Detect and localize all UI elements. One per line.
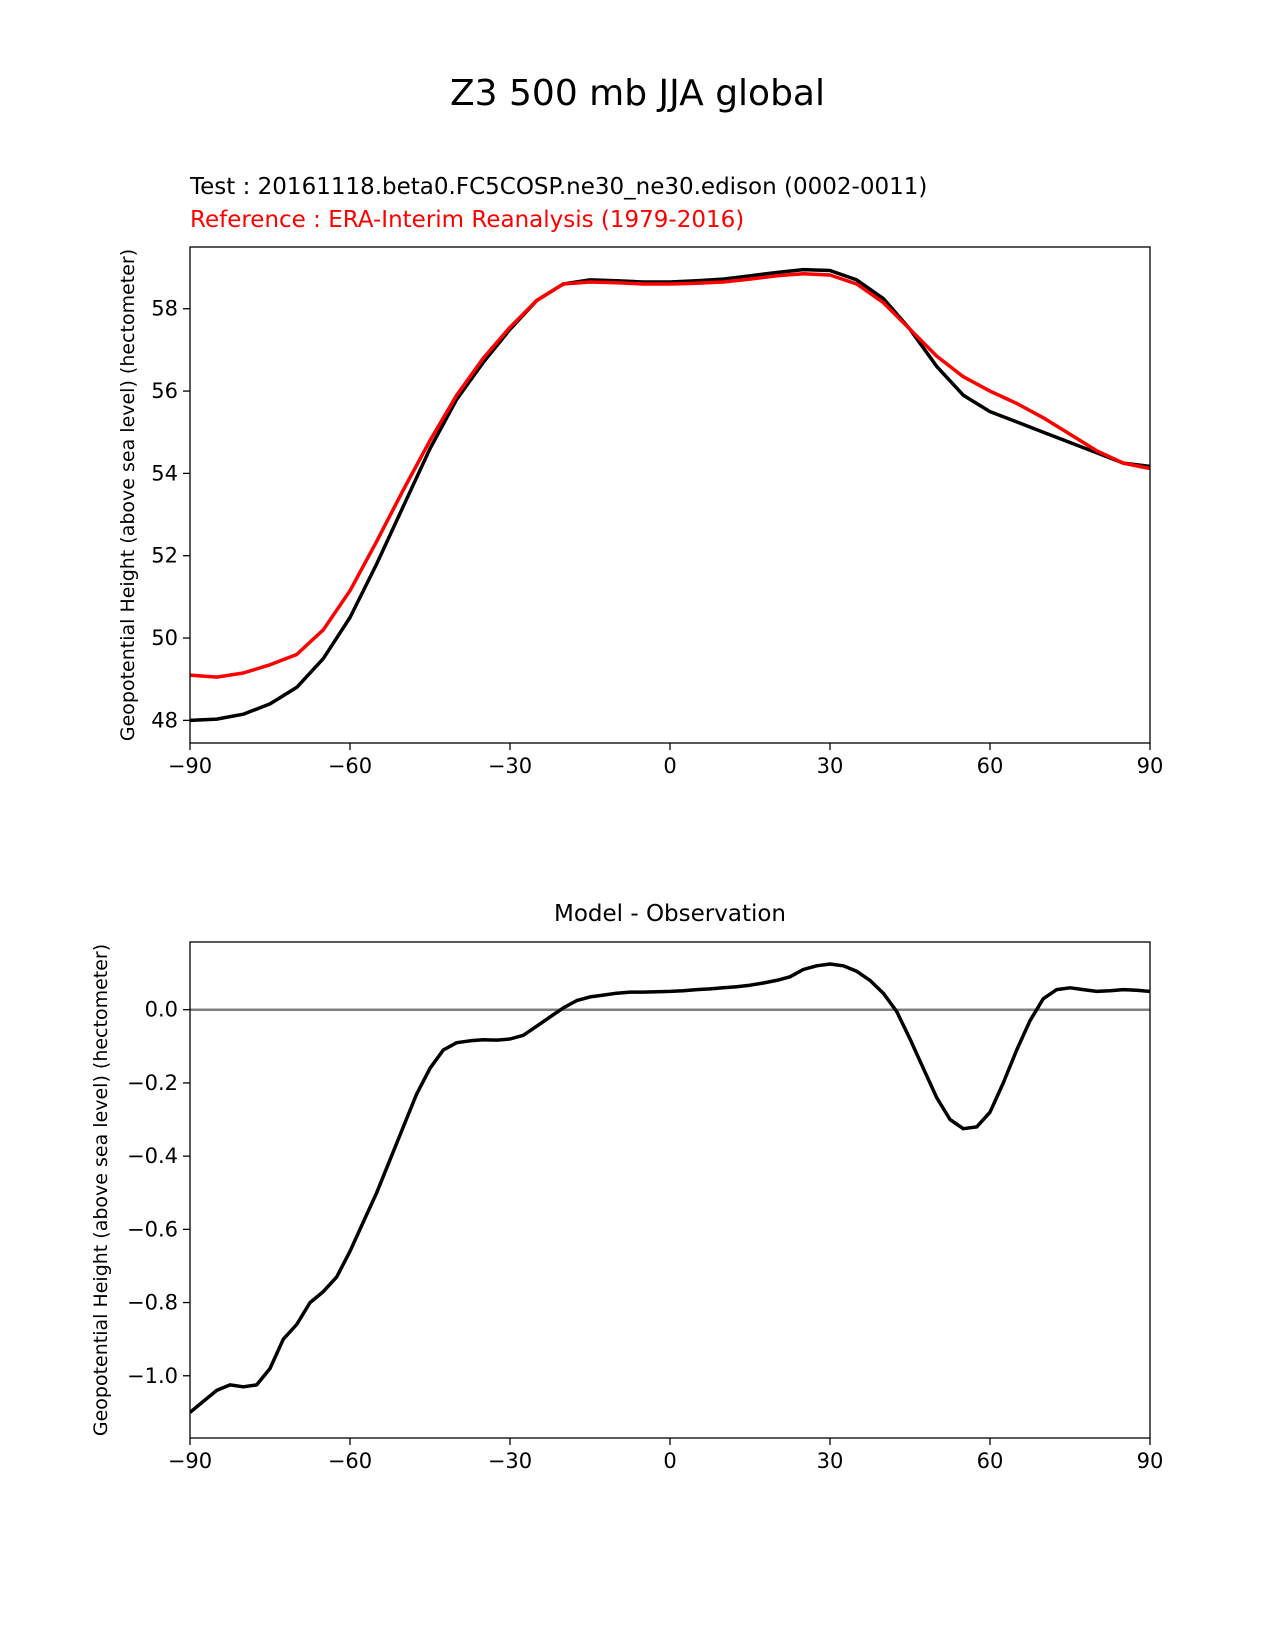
x-tick-label: 60 xyxy=(977,754,1004,778)
x-tick-label: −60 xyxy=(328,754,372,778)
difference-panel: −90 −60 −30 0 30 60 90 0.0 −0.2 −0.4 −0.6 −0.8 −1.0 G… xyxy=(90,941,1164,1473)
series-line-reference xyxy=(190,272,1150,679)
test-title: Test : 20161118.beta0.FC5COSP.ne30_ne30.… xyxy=(190,174,928,200)
y-tick-label: −0.4 xyxy=(127,1144,178,1168)
y-axis-label: Geopotential Height (above sea level) (h… xyxy=(117,249,139,741)
x-tick-label: 90 xyxy=(1137,1449,1164,1473)
axes-frame xyxy=(189,941,1151,1439)
series-line-test xyxy=(190,267,1150,723)
x-tick-label: 60 xyxy=(977,1449,1004,1473)
x-tick-label: −30 xyxy=(488,754,532,778)
figure-title: Z3 500 mb JJA global xyxy=(450,73,825,114)
x-tick-label: 0 xyxy=(663,754,676,778)
y-tick-label: 58 xyxy=(151,297,178,321)
y-tick-label: 48 xyxy=(151,708,178,732)
climatology-panel: −90 −60 −30 0 30 60 90 48 50 52 54 56 58 Geopotential… xyxy=(117,246,1164,778)
x-tick-label: −90 xyxy=(168,754,212,778)
difference-title: Model - Observation xyxy=(553,901,787,927)
x-tick-label: −90 xyxy=(168,1449,212,1473)
y-tick-label: 52 xyxy=(151,544,178,568)
reference-title: Reference : ERA-Interim Reanalysis (1979… xyxy=(190,207,745,233)
x-tick-label: −30 xyxy=(488,1449,532,1473)
series-line-model-observation xyxy=(190,962,1150,1414)
x-tick-label: 0 xyxy=(663,1449,676,1473)
x-tick-label: 30 xyxy=(817,1449,844,1473)
x-tick-label: 90 xyxy=(1137,754,1164,778)
y-tick-label: 0.0 xyxy=(145,998,178,1022)
x-tick-label: −60 xyxy=(328,1449,372,1473)
y-tick-label: 56 xyxy=(151,379,178,403)
y-axis-label: Geopotential Height (above sea level) (h… xyxy=(90,944,112,1436)
x-tick-label: 30 xyxy=(817,754,844,778)
axes-frame xyxy=(189,246,1151,744)
y-tick-label: −0.2 xyxy=(127,1071,178,1095)
y-tick-label: 50 xyxy=(151,626,178,650)
y-tick-label: −0.8 xyxy=(127,1291,178,1315)
y-tick-label: 54 xyxy=(151,461,178,485)
y-tick-label: −1.0 xyxy=(127,1364,178,1388)
y-tick-label: −0.6 xyxy=(127,1217,178,1241)
